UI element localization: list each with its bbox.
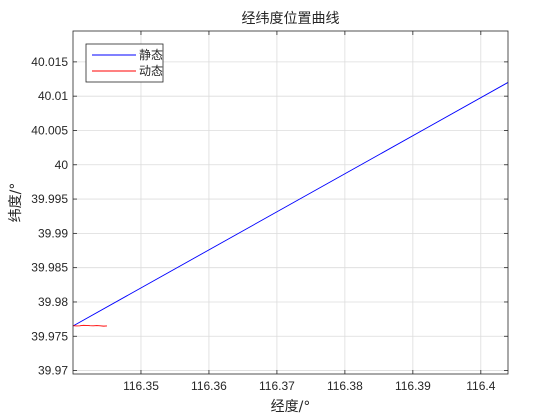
legend-box xyxy=(85,43,164,83)
series-layer xyxy=(72,82,509,327)
grid-lines xyxy=(73,31,508,374)
y-tick-label: 39.99 xyxy=(38,226,68,240)
x-tick-label: 116.36 xyxy=(191,379,227,393)
y-tick-label: 40.005 xyxy=(31,123,68,137)
y-tick-label: 40.01 xyxy=(38,89,68,103)
y-tick-label: 39.985 xyxy=(31,261,68,275)
tick-marks xyxy=(73,31,508,374)
chart-title: 经纬度位置曲线 xyxy=(242,11,340,27)
x-tick-label: 116.37 xyxy=(259,379,295,393)
y-tick-label: 39.995 xyxy=(31,192,68,206)
x-tick-label: 116.39 xyxy=(395,379,431,393)
legend-label: 动态 xyxy=(139,64,163,78)
x-tick-labels: 116.35 116.36 116.37 116.38 116.39 116.4 xyxy=(123,379,496,393)
y-axis-label: 纬度/° xyxy=(8,183,24,223)
x-tick-label: 116.35 xyxy=(123,379,159,393)
x-tick-label: 116.38 xyxy=(327,379,363,393)
y-tick-label: 40.015 xyxy=(31,55,68,69)
y-tick-label: 39.97 xyxy=(38,364,68,378)
series-line-static xyxy=(72,82,509,327)
axes-box xyxy=(72,30,509,375)
x-axis-label: 经度/° xyxy=(271,399,311,415)
series-line-dynamic xyxy=(72,324,107,327)
legend-label: 静态 xyxy=(139,48,163,62)
y-tick-labels: 39.97 39.975 39.98 39.985 39.99 39.995 40 40.00… xyxy=(31,55,68,378)
y-tick-label: 39.98 xyxy=(38,295,68,309)
y-tick-label: 40 xyxy=(55,158,69,172)
plot-area xyxy=(73,31,508,374)
y-tick-label: 39.975 xyxy=(31,329,68,343)
x-tick-label: 116.4 xyxy=(466,379,495,393)
